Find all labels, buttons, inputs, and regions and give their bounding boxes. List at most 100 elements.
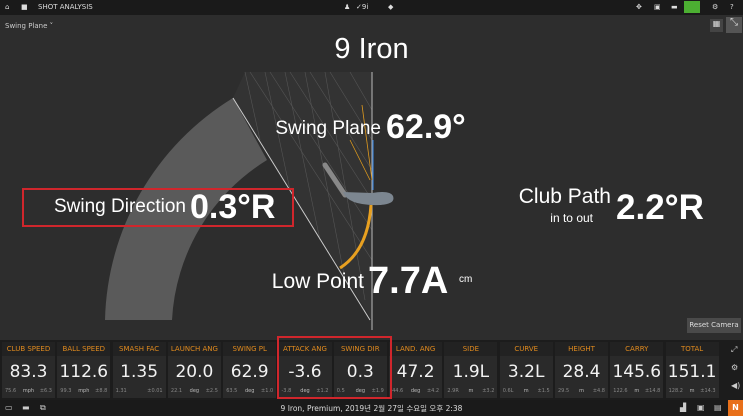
- metric-tile[interactable]: SMASH FAC 1.35 1.31 ±0.01: [112, 342, 166, 398]
- metric-deviation: ±1.9: [371, 388, 384, 394]
- chart-icon[interactable]: ▟: [680, 403, 687, 412]
- metric-average: -3.8: [281, 388, 292, 394]
- settings-icon[interactable]: ⚙: [731, 363, 739, 372]
- low-point-value: 7.7A: [368, 260, 449, 302]
- folder-icon[interactable]: ■: [21, 3, 28, 11]
- metric-deviation: ±3.2: [482, 388, 495, 394]
- metric-label: TOTAL: [665, 342, 719, 356]
- metric-deviation: ±1.0: [261, 388, 274, 394]
- metric-deviation: ±2.5: [205, 388, 218, 394]
- metric-unit: m: [468, 388, 474, 394]
- metric-value: 145.6: [612, 362, 662, 382]
- metric-tile[interactable]: SWING PL 62.9 63.5 deg ±1.0: [223, 342, 277, 398]
- metric-unit: deg: [410, 388, 421, 394]
- notification-badge[interactable]: N: [728, 400, 743, 416]
- reset-camera-button[interactable]: Reset Camera: [687, 318, 741, 333]
- metric-deviation: ±1.2: [316, 388, 329, 394]
- metric-label: SWING DIR: [333, 342, 387, 356]
- swing-plane-value: 62.9°: [386, 108, 466, 146]
- swing-direction-highlight: [22, 188, 294, 227]
- target-icon[interactable]: ✥: [636, 3, 642, 11]
- swing-plane-label: Swing Plane: [275, 118, 381, 139]
- club-path-sub: in to out: [550, 211, 593, 225]
- metric-tile[interactable]: LAND. ANG 47.2 44.6 deg ±4.2: [389, 342, 443, 398]
- club-head: [322, 162, 394, 206]
- expand-icon[interactable]: ⤢: [731, 345, 738, 354]
- low-point-unit: cm: [459, 274, 473, 285]
- file-icon[interactable]: ▤: [714, 403, 722, 412]
- metric-label: SMASH FAC: [112, 342, 166, 356]
- metric-label: LAND. ANG: [389, 342, 443, 356]
- metric-label: CARRY: [610, 342, 664, 356]
- metric-tile[interactable]: CLUB SPEED 83.3 75.6 mph ±6.3: [2, 342, 55, 398]
- metric-unit: m: [523, 388, 529, 394]
- sound-icon[interactable]: ◀): [731, 381, 741, 390]
- video-icon[interactable]: ▬: [671, 3, 678, 11]
- app-title: SHOT ANALYSIS: [38, 3, 93, 11]
- collapse-button[interactable]: ⤡: [726, 17, 742, 33]
- metric-tile[interactable]: BALL SPEED 112.6 99.3 mph ±8.8: [57, 342, 111, 398]
- metric-value: 3.2L: [507, 362, 545, 382]
- metric-value: 62.9: [230, 362, 269, 382]
- metric-tile[interactable]: SWING DIR 0.3 0.5 deg ±1.9: [333, 342, 387, 398]
- metric-unit: deg: [300, 388, 310, 394]
- metric-deviation: ±4.2: [426, 388, 440, 394]
- swing-plane-scene[interactable]: [0, 0, 743, 340]
- display-mode-icon[interactable]: [684, 1, 700, 13]
- status-bar: ▭ ▬ ⧉ 9 Iron, Premium, 2019년 2월 27일 수요일 …: [0, 400, 743, 416]
- metric-average: 0.6L: [502, 388, 514, 394]
- path-line: [349, 139, 371, 181]
- metric-average: 122.6: [613, 388, 628, 394]
- player-icon[interactable]: ♟: [344, 3, 351, 11]
- settings-icon[interactable]: ⚙: [712, 3, 719, 11]
- metric-value: 151.1: [667, 362, 717, 382]
- metric-unit: m: [579, 388, 584, 394]
- metric-tile[interactable]: ATTACK ANG -3.6 -3.8 deg ±1.2: [278, 342, 332, 398]
- metric-tile[interactable]: SIDE 1.9L 2.9R m ±3.2: [444, 342, 498, 398]
- camera-frame-icon[interactable]: ▣: [654, 3, 661, 11]
- club-path-label: Club Path: [518, 185, 611, 208]
- low-point-label: Low Point: [271, 270, 364, 293]
- metric-value: 20.0: [175, 362, 214, 382]
- window-icon[interactable]: ⧉: [40, 403, 46, 412]
- metric-deviation: ±8.8: [95, 388, 108, 394]
- metric-tile[interactable]: HEIGHT 28.4 29.5 m ±4.8: [555, 342, 608, 398]
- metric-value: -3.6: [288, 362, 322, 382]
- metric-tile[interactable]: TOTAL 151.1 128.2 m ±14.3: [665, 342, 719, 398]
- club-title: 9 Iron: [334, 33, 409, 65]
- view-bar: Swing Plane ˅ ▦ ⤡: [0, 15, 743, 39]
- metric-value: 0.3: [346, 362, 374, 382]
- metric-deviation: ±4.8: [592, 388, 605, 394]
- metric-label: CURVE: [499, 342, 553, 356]
- metric-deviation: ±0.01: [147, 388, 163, 394]
- top-bar: ⌂ ■ SHOT ANALYSIS ♟ ✓9i ◆ ✥ ▣ ▬ ⚙ ?: [0, 0, 743, 15]
- metric-tile[interactable]: CARRY 145.6 122.6 m ±14.8: [610, 342, 664, 398]
- help-icon[interactable]: ?: [730, 3, 734, 11]
- tag-icon[interactable]: ◆: [388, 3, 394, 11]
- metric-label: SWING PL: [223, 342, 277, 356]
- club-selector[interactable]: ✓9i: [356, 3, 369, 11]
- metric-value: 28.4: [562, 362, 601, 382]
- plane-edge: [232, 97, 371, 321]
- metric-value: 112.6: [59, 362, 109, 382]
- layout-left-icon[interactable]: ▭: [5, 403, 13, 412]
- home-icon[interactable]: ⌂: [5, 3, 10, 11]
- metric-label: ATTACK ANG: [278, 342, 332, 356]
- swing-direction-label: Swing Direction: [54, 196, 186, 217]
- metric-average: 63.5: [226, 388, 238, 394]
- metric-tile[interactable]: CURVE 3.2L 0.6L m ±1.5: [499, 342, 553, 398]
- view-select[interactable]: Swing Plane ˅: [5, 22, 53, 30]
- layout-bottom-icon[interactable]: ▬: [22, 403, 30, 412]
- metric-label: HEIGHT: [555, 342, 608, 356]
- comment-icon[interactable]: ▣: [697, 403, 705, 412]
- swing-direction-arc: [105, 98, 267, 320]
- metric-average: 29.5: [558, 388, 570, 394]
- metric-tile[interactable]: LAUNCH ANG 20.0 22.1 deg ±2.5: [167, 342, 221, 398]
- metric-unit: deg: [244, 388, 255, 394]
- metric-value: 83.3: [9, 362, 48, 382]
- grid-layout-button[interactable]: ▦: [710, 19, 723, 32]
- metric-deviation: ±1.5: [537, 388, 550, 394]
- metric-label: CLUB SPEED: [2, 342, 55, 356]
- view-select-value: Swing Plane: [5, 22, 48, 30]
- swing-direction-value: 0.3°R: [190, 188, 276, 226]
